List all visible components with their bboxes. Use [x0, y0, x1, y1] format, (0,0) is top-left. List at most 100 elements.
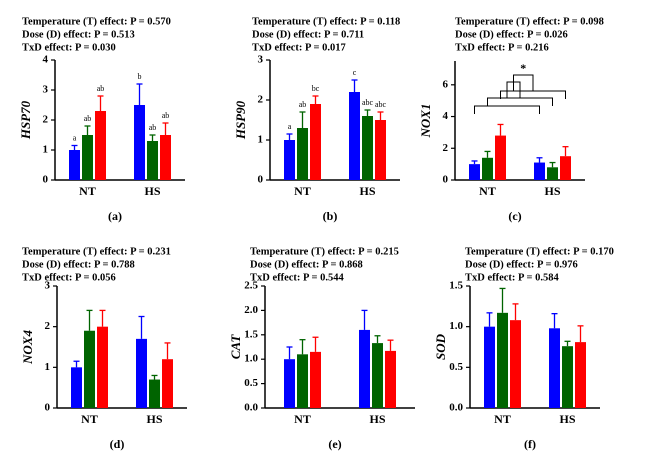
annotation: TxD effect: P = 0.544: [250, 272, 344, 283]
x-tick-label: HS: [146, 412, 162, 426]
y-tick-label: 2.0: [244, 304, 258, 316]
panel: Temperature (T) effect: P = 0.570 Dose (D…: [18, 16, 185, 223]
annotation: Dose (D) effect: P = 0.026: [455, 29, 568, 40]
y-axis-label: SOD: [433, 333, 448, 360]
significance-letter: bc: [312, 84, 320, 93]
y-tick-label: 1.0: [244, 353, 258, 365]
significance-letter: b: [138, 72, 142, 81]
y-tick-label: 0.5: [244, 377, 258, 389]
bar: [160, 135, 171, 180]
bar: [562, 346, 573, 408]
x-tick-label: HS: [144, 184, 160, 198]
significance-letter: c: [353, 68, 357, 77]
significance-letter: ab: [84, 114, 92, 123]
y-tick-label: 4: [443, 110, 449, 122]
bar: [147, 141, 158, 180]
panel: Temperature (T) effect: P = 0.098 Dose (D…: [418, 16, 604, 222]
y-tick-label: 0.5: [449, 361, 463, 373]
annotation: Dose (D) effect: P = 0.868: [250, 259, 363, 270]
bar: [310, 351, 321, 408]
y-tick-label: 3: [258, 54, 264, 66]
bar: [349, 92, 360, 180]
y-tick-label: 1: [258, 134, 264, 146]
panel: Temperature (T) effect: P = 0.231 Dose (D…: [20, 246, 187, 451]
y-axis-label: NOX4: [20, 330, 35, 365]
bar: [84, 330, 95, 408]
annotation: TxD effect: P = 0.584: [465, 272, 559, 283]
significance-star: *: [520, 61, 526, 75]
bar: [136, 338, 147, 408]
bar: [497, 312, 508, 408]
bar: [134, 105, 145, 180]
significance-letter: abc: [362, 98, 374, 107]
y-axis-label: HSP70: [18, 100, 33, 140]
panel: Temperature (T) effect: P = 0.118 Dose (D…: [233, 16, 400, 222]
y-tick-label: 0.0: [449, 402, 463, 414]
bar: [495, 135, 506, 180]
bar: [297, 128, 308, 180]
bar: [284, 359, 295, 408]
y-axis-label: NOX1: [418, 104, 433, 139]
annotation: TxD effect: P = 0.056: [22, 272, 116, 283]
bar: [375, 120, 386, 180]
bar: [69, 150, 80, 180]
y-tick-label: 4: [43, 54, 49, 66]
y-tick-label: 1: [45, 361, 51, 373]
significance-letter: abc: [375, 100, 387, 109]
x-tick-label: HS: [559, 412, 575, 426]
x-tick-label: NT: [479, 184, 496, 198]
significance-letter: ab: [149, 123, 157, 132]
bar: [359, 329, 370, 408]
y-tick-label: 3: [45, 280, 51, 292]
y-tick-label: 0: [45, 402, 51, 414]
panel-label: (f): [524, 437, 536, 451]
bracket: [474, 105, 540, 114]
panel: Temperature (T) effect: P = 0.170 Dose (D…: [433, 246, 614, 450]
y-tick-label: 2: [43, 114, 49, 126]
panel-label: (b): [323, 209, 338, 223]
y-axis-label: CAT: [228, 334, 243, 360]
bar: [534, 162, 545, 180]
bar: [284, 140, 295, 180]
bar: [310, 104, 321, 180]
annotation: TxD effect: P = 0.017: [252, 42, 346, 53]
bar: [510, 320, 521, 408]
annotation: TxD effect: P = 0.216: [455, 42, 549, 53]
bar: [95, 111, 106, 180]
bar: [547, 167, 558, 180]
y-tick-label: 0: [43, 174, 49, 186]
bar: [162, 359, 173, 408]
y-tick-label: 1.0: [449, 320, 463, 332]
annotation: TxD effect: P = 0.030: [22, 42, 116, 53]
panel-label: (a): [108, 209, 122, 223]
bar: [482, 157, 493, 180]
annotation: Temperature (T) effect: P = 0.231: [22, 246, 171, 257]
annotation: Temperature (T) effect: P = 0.098: [455, 16, 604, 27]
bar: [549, 328, 560, 408]
annotation: Dose (D) effect: P = 0.788: [22, 259, 135, 270]
panel-label: (c): [508, 209, 521, 223]
x-tick-label: HS: [359, 184, 375, 198]
bar: [575, 342, 586, 408]
x-tick-label: NT: [294, 184, 311, 198]
y-tick-label: 2: [45, 320, 51, 332]
annotation: Dose (D) effect: P = 0.513: [22, 29, 135, 40]
bar: [149, 379, 160, 408]
x-tick-label: HS: [369, 412, 385, 426]
y-tick-label: 0.0: [244, 402, 258, 414]
y-tick-label: 1: [43, 144, 49, 156]
annotation: Dose (D) effect: P = 0.711: [252, 29, 364, 40]
x-tick-label: NT: [294, 412, 311, 426]
bar: [297, 354, 308, 408]
significance-letter: ab: [162, 111, 170, 120]
y-tick-label: 6: [443, 78, 449, 90]
y-tick-label: 2.5: [244, 280, 258, 292]
x-tick-label: HS: [544, 184, 560, 198]
y-tick-label: 1.5: [449, 280, 463, 292]
bar: [372, 343, 383, 408]
significance-letter: ab: [299, 100, 307, 109]
y-tick-label: 0: [443, 174, 449, 186]
annotation: Temperature (T) effect: P = 0.118: [252, 16, 400, 27]
bracket: [513, 74, 534, 91]
annotation: Dose (D) effect: P = 0.976: [465, 259, 578, 270]
